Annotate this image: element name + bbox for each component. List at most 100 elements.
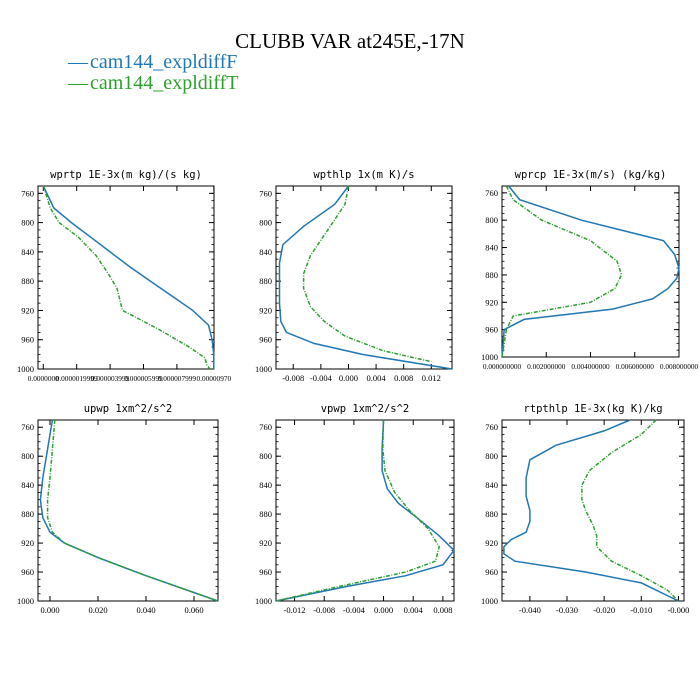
y-tick-label: 880 (21, 509, 34, 519)
x-tick-label: 0.000 (374, 605, 393, 615)
x-tick-label: -0.010 (630, 605, 652, 615)
y-tick-label: 880 (485, 270, 498, 280)
x-tick-label: 0.000000000 (483, 362, 522, 371)
y-tick-label: 840 (21, 247, 34, 257)
plot-frame (275, 185, 453, 370)
legend-marker-0: — (67, 51, 89, 73)
y-tick-label: 880 (259, 509, 272, 519)
x-tick-label: 0.020 (88, 605, 107, 615)
panel-title: vpwp 1xm^2/s^2 (321, 403, 410, 415)
y-tick-label: 1000 (481, 352, 498, 362)
y-tick-label: 760 (485, 188, 498, 198)
y-tick-label: 960 (21, 335, 34, 345)
y-tick-label: 960 (21, 567, 34, 577)
series-line-expldiffF (503, 419, 679, 602)
y-tick-label: 840 (485, 480, 498, 490)
series-line-expldiffF (501, 185, 680, 358)
series-line-expldiffT (275, 419, 441, 602)
x-tick-label: -0.008 (313, 605, 335, 615)
panel-5: vpwp 1xm^2/s^2 760 800 840 880 920 960 1000 -0.0… (255, 403, 455, 615)
y-tick-label: 880 (21, 276, 34, 286)
y-tick-label: 760 (259, 422, 272, 432)
x-tick-label: 0.006000000 (616, 362, 655, 371)
x-tick-label: 0.004000000 (571, 362, 610, 371)
x-tick-label: -0.012 (284, 605, 306, 615)
series-line-expldiffT (46, 419, 219, 602)
x-tick-label: 0.0000000 (28, 374, 59, 383)
x-tick-label: 0.000005999 (124, 374, 163, 383)
series-line-expldiffT (302, 185, 432, 363)
x-tick-label: -0.004 (343, 605, 366, 615)
y-tick-label: 920 (259, 538, 272, 548)
y-tick-label: 1000 (481, 596, 498, 606)
panel-2: wpthlp 1x(m K)/s 760 800 840 880 920 960 1000 -0… (255, 169, 453, 383)
panel-title: wpthlp 1x(m K)/s (313, 169, 414, 181)
legend: — cam144_expldiffF — cam144_expldiffT (67, 51, 238, 94)
y-tick-label: 800 (259, 451, 272, 461)
legend-label-1: cam144_expldiffT (90, 72, 238, 94)
series-line-expldiffF (278, 185, 453, 370)
panel-6: rtpthlp 1E-3x(kg K)/kg 760 800 840 880 920 960… (481, 403, 689, 615)
x-tick-label: 0.004 (367, 373, 387, 383)
x-tick-label: 0.000 (339, 373, 358, 383)
series-line-expldiffF (42, 185, 215, 369)
panel-title: wprcp 1E-3x(m/s) (kg/kg) (515, 169, 667, 181)
y-tick-label: 920 (21, 538, 34, 548)
x-tick-label: 0.000007999 (158, 374, 197, 383)
y-tick-label: 1000 (17, 596, 34, 606)
series-line-expldiffT (42, 185, 211, 370)
y-tick-label: 760 (259, 188, 272, 198)
panel-3: wprcp 1E-3x(m/s) (kg/kg) 760 800 840 880 920 9… (481, 169, 699, 371)
legend-label-0: cam144_expldiffF (90, 51, 237, 73)
series-line-expldiffF (39, 419, 219, 602)
panel-grid: wprtp 1E-3x(m kg)/(s kg) 760 800 840 880 920 9… (17, 169, 699, 615)
x-tick-label: 0.000 (40, 605, 59, 615)
panel-1: wprtp 1E-3x(m kg)/(s kg) 760 800 840 880 920 9… (17, 169, 231, 383)
x-tick-label: 0.040 (136, 605, 155, 615)
x-tick-label: 0.0000019999 (56, 374, 98, 383)
x-tick-label: -0.020 (593, 605, 615, 615)
y-tick-label: 960 (485, 325, 498, 335)
y-tick-label: 920 (21, 305, 34, 315)
y-tick-label: 760 (485, 422, 498, 432)
panel-title: upwp 1xm^2/s^2 (84, 403, 173, 415)
x-tick-label: 0.008 (394, 373, 413, 383)
y-tick-label: 1000 (255, 596, 272, 606)
legend-marker-1: — (67, 72, 89, 94)
y-tick-label: 840 (259, 247, 272, 257)
panel-4: upwp 1xm^2/s^2 760 800 840 880 920 960 1000 0.00… (17, 403, 219, 615)
panel-title: rtpthlp 1E-3x(kg K)/kg (523, 403, 662, 415)
x-tick-label: 0.002000000 (527, 362, 566, 371)
y-tick-label: 1000 (255, 364, 272, 374)
y-tick-label: 760 (21, 188, 34, 198)
x-tick-label: 0.012 (422, 373, 441, 383)
x-tick-label: -0.040 (519, 605, 541, 615)
x-tick-label: 0.000003999 (91, 374, 130, 383)
y-tick-label: 1000 (17, 364, 34, 374)
x-tick-label: -0.008 (282, 373, 304, 383)
y-tick-label: 880 (259, 276, 272, 286)
plot-frame (37, 185, 215, 370)
y-tick-label: 920 (485, 297, 498, 307)
x-tick-label: 0.060 (184, 605, 203, 615)
series-line-expldiffT (501, 185, 623, 358)
y-tick-label: 800 (21, 218, 34, 228)
x-tick-label: 0.00000970 (196, 374, 231, 383)
y-tick-label: 960 (259, 335, 272, 345)
y-tick-label: 800 (485, 215, 498, 225)
x-tick-label: -0.030 (556, 605, 578, 615)
figure-title: CLUBB VAR at245E,-17N (235, 29, 465, 53)
series-line-expldiffF (275, 419, 455, 602)
plot-frame (275, 419, 455, 602)
y-tick-label: 840 (485, 243, 498, 253)
y-tick-label: 920 (485, 538, 498, 548)
plot-frame (37, 419, 219, 602)
y-tick-label: 920 (259, 305, 272, 315)
plot-frame (501, 419, 685, 602)
y-tick-label: 840 (259, 480, 272, 490)
y-tick-label: 800 (21, 451, 34, 461)
y-tick-label: 800 (485, 451, 498, 461)
y-tick-label: 800 (259, 218, 272, 228)
x-tick-label: -0.004 (310, 373, 333, 383)
y-tick-label: 840 (21, 480, 34, 490)
